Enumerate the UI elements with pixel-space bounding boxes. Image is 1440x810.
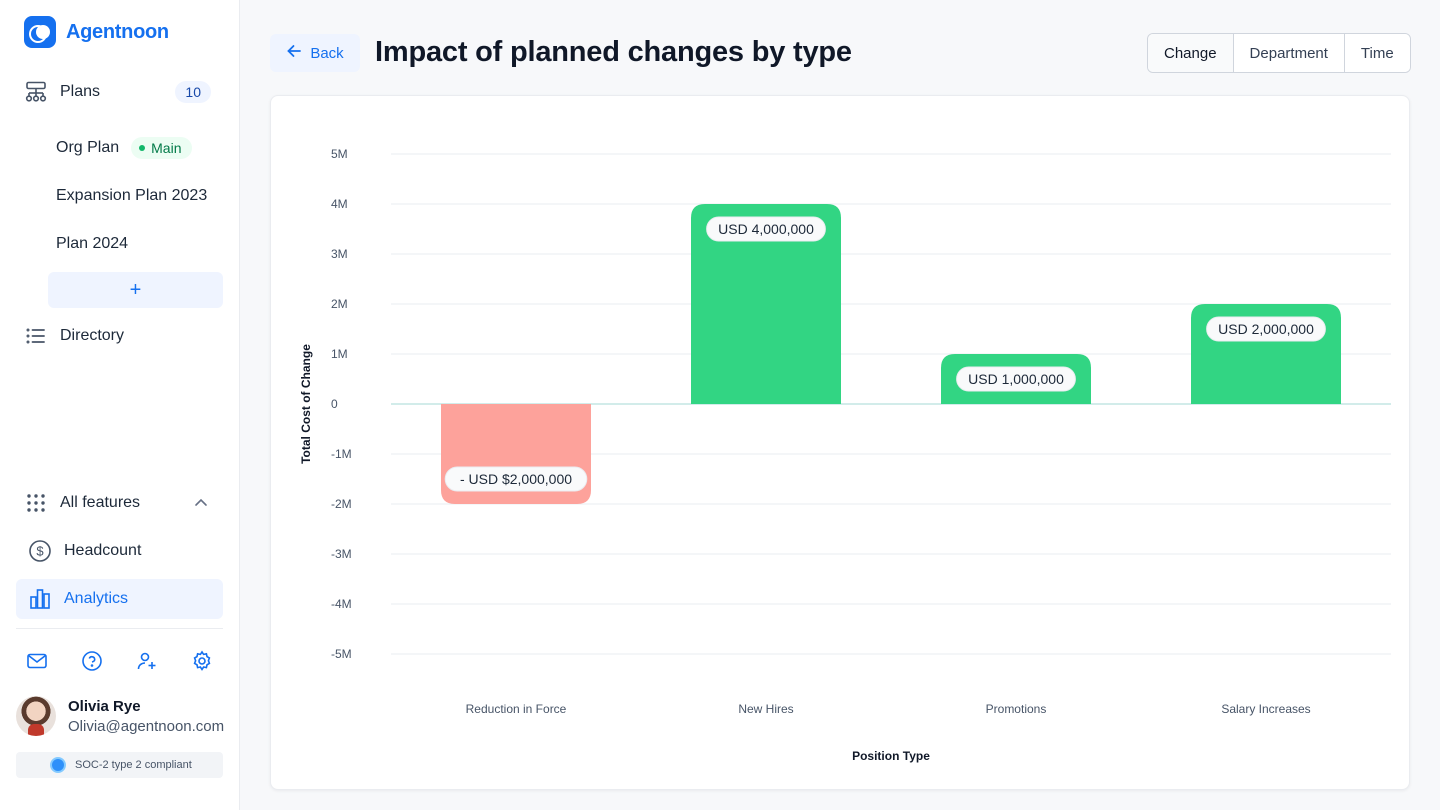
sidebar: Agentnoon Plans 10 Org Plan Main Expansi… xyxy=(0,0,240,810)
org-chart-icon xyxy=(24,80,48,104)
x-tick-label: Salary Increases xyxy=(1221,702,1310,716)
help-icon[interactable] xyxy=(81,650,103,672)
y-tick-label: -2M xyxy=(331,497,352,511)
y-tick-label: 1M xyxy=(331,347,348,361)
y-tick-label: -4M xyxy=(331,597,352,611)
globe-icon xyxy=(50,757,66,773)
sidebar-item-label: All features xyxy=(60,494,141,511)
main-badge-label: Main xyxy=(151,140,182,156)
bar-value-pill xyxy=(444,466,588,492)
sidebar-item-label: Plans xyxy=(60,83,101,100)
grid-dots-icon xyxy=(24,491,48,515)
tab-change[interactable]: Change xyxy=(1148,34,1234,72)
y-tick-label: 0 xyxy=(331,397,338,411)
bar-value-label: USD 4,000,000 xyxy=(718,221,814,237)
sidebar-item-label: Directory xyxy=(60,327,125,344)
bar-chart-icon xyxy=(28,587,52,611)
y-axis-title: Total Cost of Change xyxy=(299,344,313,464)
bar-value-label: - USD $2,000,000 xyxy=(460,471,572,487)
list-icon xyxy=(24,324,48,348)
status-dot-icon xyxy=(139,145,146,151)
tab-department[interactable]: Department xyxy=(1233,34,1345,72)
bar-value-pill xyxy=(956,366,1076,392)
bar-value-label: USD 2,000,000 xyxy=(1218,321,1314,337)
compliance-text: SOC-2 type 2 compliant xyxy=(75,759,192,771)
dollar-circle-icon: $ xyxy=(28,539,52,563)
sidebar-item-plans[interactable]: Plans 10 xyxy=(16,72,223,112)
back-label: Back xyxy=(310,44,344,62)
y-tick-label: 4M xyxy=(331,197,348,211)
x-tick-label: New Hires xyxy=(738,702,793,716)
x-tick-label: Promotions xyxy=(986,702,1047,716)
plan-item-label: Expansion Plan 2023 xyxy=(56,187,208,204)
bar-chart: 5M 4M 3M 2M 1M 0 -1M -2M -3M -4M -5M - USD $2,000,0… xyxy=(299,147,1391,763)
sidebar-item-label: Headcount xyxy=(64,542,142,559)
y-tick-label: 2M xyxy=(331,297,348,311)
mail-icon[interactable] xyxy=(26,650,48,672)
bar-value-label: USD 1,000,000 xyxy=(968,371,1064,387)
group-by-toggle: Change Department Time xyxy=(1147,33,1411,73)
bar-value-pill xyxy=(706,216,826,242)
add-plan-button[interactable]: + xyxy=(48,272,223,308)
y-tick-label: 3M xyxy=(331,247,348,261)
user-profile[interactable]: Olivia Rye Olivia@agentnoon.com xyxy=(16,696,224,736)
logo[interactable]: Agentnoon xyxy=(24,16,169,48)
compliance-badge: SOC-2 type 2 compliant xyxy=(16,752,223,778)
y-tick-label: -1M xyxy=(331,447,352,461)
app-name: Agentnoon xyxy=(66,20,169,43)
bar-value-pill xyxy=(1206,316,1326,342)
sidebar-item-directory[interactable]: Directory xyxy=(16,316,223,356)
plan-item-plan-2024[interactable]: Plan 2024 xyxy=(56,232,128,256)
sidebar-footer-icons xyxy=(16,650,223,672)
main-badge: Main xyxy=(131,137,192,159)
plan-item-expansion-plan-2023[interactable]: Expansion Plan 2023 xyxy=(56,184,207,208)
chevron-up-icon[interactable] xyxy=(193,495,209,516)
sidebar-divider xyxy=(16,628,223,629)
avatar xyxy=(16,696,56,736)
arrow-left-icon xyxy=(286,43,302,63)
plan-item-org-plan[interactable]: Org Plan Main xyxy=(56,136,192,160)
plan-item-label: Org Plan xyxy=(56,139,120,156)
x-tick-label: Reduction in Force xyxy=(466,702,567,716)
y-tick-label: 5M xyxy=(331,147,348,161)
add-user-icon[interactable] xyxy=(136,650,158,672)
sidebar-item-analytics[interactable]: Analytics xyxy=(16,579,223,619)
x-axis-title: Position Type xyxy=(852,749,930,763)
plans-count-badge: 10 xyxy=(175,81,211,103)
logo-icon xyxy=(24,16,56,48)
y-tick-label: -3M xyxy=(331,547,352,561)
page-title: Impact of planned changes by type xyxy=(375,36,852,68)
user-name: Olivia Rye xyxy=(68,697,141,715)
bar xyxy=(691,204,841,404)
sidebar-item-all-features[interactable]: All features xyxy=(16,483,223,523)
sidebar-item-label: Analytics xyxy=(64,590,129,607)
y-tick-label: -5M xyxy=(331,647,352,661)
sidebar-item-headcount[interactable]: $ Headcount xyxy=(16,531,223,571)
tab-time[interactable]: Time xyxy=(1344,34,1410,72)
back-button[interactable]: Back xyxy=(270,34,360,72)
svg-text:$: $ xyxy=(36,544,44,559)
settings-icon[interactable] xyxy=(191,650,213,672)
plan-item-label: Plan 2024 xyxy=(56,235,129,252)
user-email: Olivia@agentnoon.com xyxy=(68,717,225,735)
chart-card: 5M 4M 3M 2M 1M 0 -1M -2M -3M -4M -5M - USD $2,000,0… xyxy=(270,95,1410,790)
